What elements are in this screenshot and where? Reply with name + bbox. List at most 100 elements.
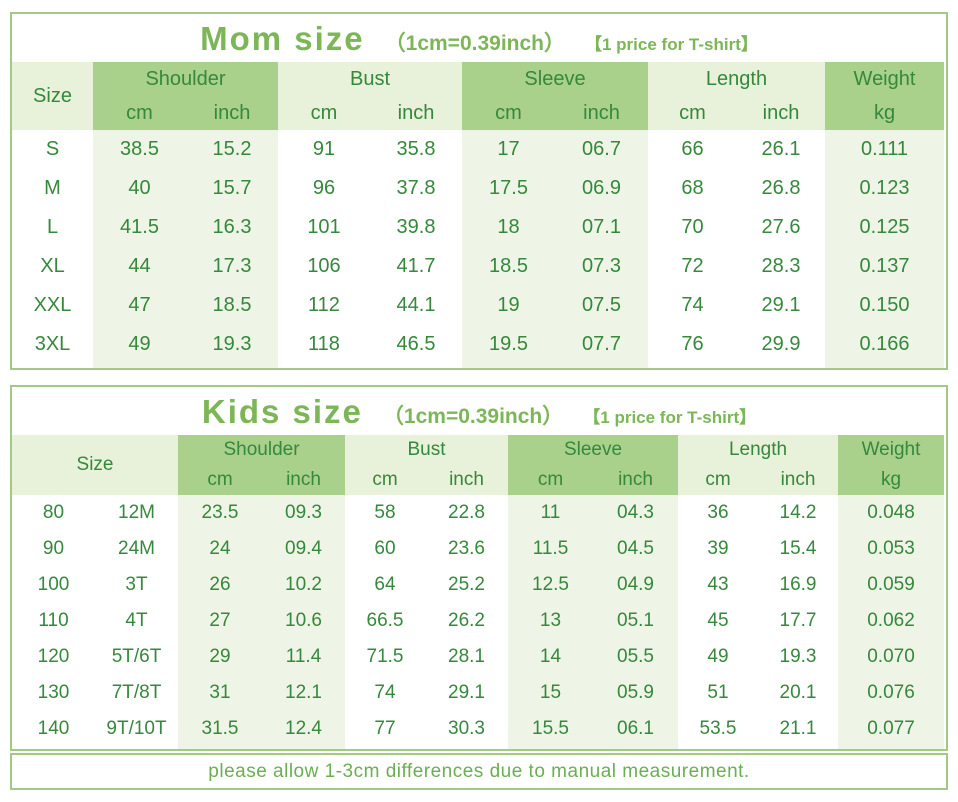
table-cell: 0.166 [825, 325, 944, 364]
table-cell: 0.062 [838, 603, 944, 639]
table-filler [593, 747, 678, 749]
table-cell: 14.2 [758, 495, 838, 531]
mom-title-row: Mom size （1cm=0.39inch） 【1 price for T-s… [12, 14, 946, 62]
table-cell: 12M [95, 495, 178, 531]
table-cell: 45 [678, 603, 758, 639]
table-filler [758, 747, 838, 749]
table-filler [462, 364, 555, 368]
table-cell: XXL [12, 286, 93, 325]
table-cell: 07.7 [555, 325, 648, 364]
table-cell: 10.2 [262, 567, 345, 603]
column-header-weight: Weight [838, 435, 944, 465]
table-cell: 0.125 [825, 208, 944, 247]
table-cell: 17 [462, 130, 555, 169]
table-cell: 0.123 [825, 169, 944, 208]
table-cell: 05.5 [593, 639, 678, 675]
table-cell: 10.6 [262, 603, 345, 639]
kids-size-table: Kids size （1cm=0.39inch） 【1 price for T-… [10, 385, 948, 751]
kids-title-row: Kids size （1cm=0.39inch） 【1 price for T-… [12, 387, 946, 435]
table-cell: 39.8 [370, 208, 462, 247]
table-cell: 53.5 [678, 711, 758, 747]
table-cell: 76 [648, 325, 737, 364]
table-cell: XL [12, 247, 93, 286]
table-cell: 49 [93, 325, 186, 364]
table-cell: 18.5 [462, 247, 555, 286]
table-cell: 140 [12, 711, 95, 747]
table-filler [370, 364, 462, 368]
table-filler [555, 364, 648, 368]
table-cell: 60 [345, 531, 425, 567]
table-cell: 12.1 [262, 675, 345, 711]
unit-header-length-cm: cm [678, 465, 758, 495]
table-filler [12, 364, 93, 368]
unit-header-bust-inch: inch [370, 96, 462, 130]
mom-size-table: Mom size （1cm=0.39inch） 【1 price for T-s… [10, 12, 948, 370]
table-filler [93, 364, 186, 368]
unit-header-weight-kg: kg [825, 96, 944, 130]
table-cell: 112 [278, 286, 370, 325]
table-cell: 68 [648, 169, 737, 208]
table-cell: 110 [12, 603, 95, 639]
table-filler [345, 747, 425, 749]
table-filler [12, 747, 95, 749]
table-cell: 15.2 [186, 130, 278, 169]
table-cell: 66 [648, 130, 737, 169]
unit-header-shoulder-inch: inch [186, 96, 278, 130]
table-cell: 29.1 [425, 675, 508, 711]
table-cell: 0.053 [838, 531, 944, 567]
table-cell: 04.9 [593, 567, 678, 603]
table-cell: 22.8 [425, 495, 508, 531]
table-cell: 17.3 [186, 247, 278, 286]
column-header-length: Length [678, 435, 838, 465]
table-cell: 12.5 [508, 567, 593, 603]
table-cell: 26.1 [737, 130, 825, 169]
table-filler [678, 747, 758, 749]
table-cell: 74 [345, 675, 425, 711]
table-cell: 0.048 [838, 495, 944, 531]
table-filler [425, 747, 508, 749]
table-filler [838, 747, 944, 749]
table-cell: 25.2 [425, 567, 508, 603]
table-cell: 07.3 [555, 247, 648, 286]
table-cell: 09.3 [262, 495, 345, 531]
table-cell: 80 [12, 495, 95, 531]
table-cell: 07.5 [555, 286, 648, 325]
table-filler [278, 364, 370, 368]
table-cell: 44 [93, 247, 186, 286]
table-cell: 64 [345, 567, 425, 603]
table-cell: 70 [648, 208, 737, 247]
kids-table-title: Kids size [201, 393, 363, 430]
table-cell: 0.150 [825, 286, 944, 325]
table-cell: 23.5 [178, 495, 262, 531]
table-cell: 0.111 [825, 130, 944, 169]
column-header-length: Length [648, 62, 825, 96]
unit-header-weight-kg: kg [838, 465, 944, 495]
table-cell: 11.4 [262, 639, 345, 675]
table-cell: 46.5 [370, 325, 462, 364]
table-cell: 06.1 [593, 711, 678, 747]
table-cell: 0.077 [838, 711, 944, 747]
table-filler [825, 364, 944, 368]
table-cell: 04.3 [593, 495, 678, 531]
table-cell: 15.5 [508, 711, 593, 747]
table-cell: 96 [278, 169, 370, 208]
table-cell: 30.3 [425, 711, 508, 747]
table-cell: 72 [648, 247, 737, 286]
table-cell: 07.1 [555, 208, 648, 247]
table-cell: 106 [278, 247, 370, 286]
table-cell: S [12, 130, 93, 169]
table-cell: 24 [178, 531, 262, 567]
table-cell: 51 [678, 675, 758, 711]
table-cell: 19.3 [186, 325, 278, 364]
unit-header-shoulder-cm: cm [178, 465, 262, 495]
table-cell: 7T/8T [95, 675, 178, 711]
table-cell: 14 [508, 639, 593, 675]
table-filler [262, 747, 345, 749]
mom-price-note: 【1 price for T-shirt】 [585, 35, 758, 54]
table-cell: 15 [508, 675, 593, 711]
column-header-weight: Weight [825, 62, 944, 96]
table-cell: 3XL [12, 325, 93, 364]
table-cell: 91 [278, 130, 370, 169]
table-cell: 09.4 [262, 531, 345, 567]
